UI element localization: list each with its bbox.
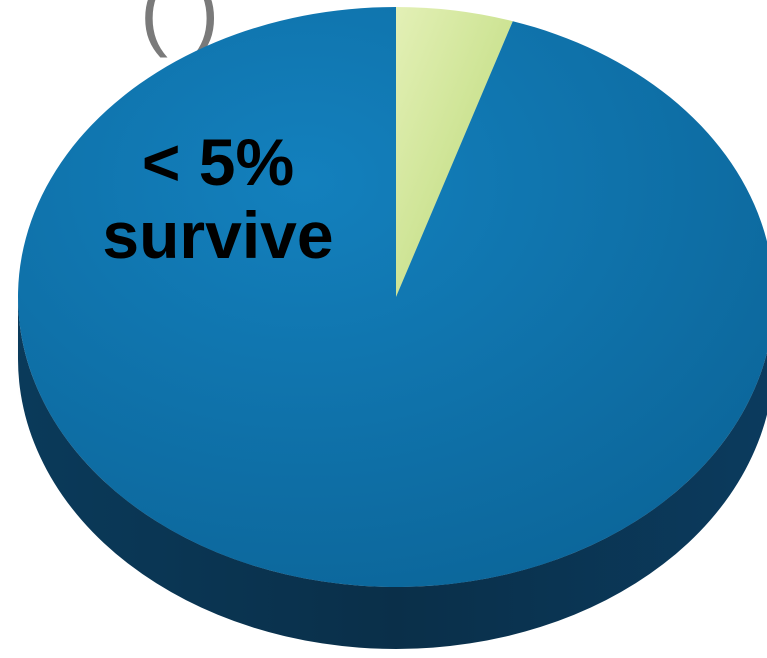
- pie-depth: [18, 297, 767, 649]
- slice-label-survive: survive: [102, 198, 333, 272]
- pie-slices: [18, 7, 767, 587]
- slice-label-percent: < 5%: [142, 125, 294, 199]
- pie-slice-remaining: [18, 7, 767, 587]
- pie-slice-survive: [396, 7, 513, 297]
